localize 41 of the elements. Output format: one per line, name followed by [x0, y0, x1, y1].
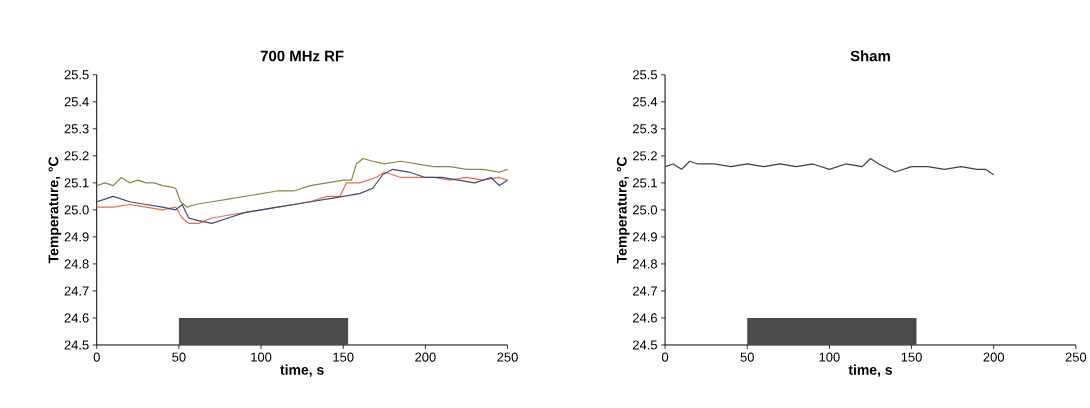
y-tick-label: 25.0	[64, 205, 89, 215]
x-tick-label: 0	[661, 352, 669, 362]
y-tick-label: 24.8	[64, 259, 89, 269]
x-tick-label: 150	[333, 352, 354, 362]
y-tick-label: 25.2	[64, 151, 89, 161]
y-axis-title: Temperature, °C	[48, 156, 62, 264]
y-tick-label: 24.9	[64, 232, 89, 242]
y-tick-label: 24.9	[632, 232, 657, 242]
x-tick-label: 100	[819, 352, 840, 362]
line-series	[664, 158, 995, 176]
x-tick-label: 100	[251, 352, 272, 362]
y-tick-label: 25.5	[64, 70, 89, 80]
x-tick-label: 250	[1065, 352, 1087, 362]
x-tick-label: 200	[983, 352, 1005, 362]
x-tick-label: 250	[497, 352, 518, 362]
y-tick-label: 25.3	[632, 124, 657, 134]
y-tick-label: 25.2	[632, 151, 657, 161]
x-tick-label: 50	[172, 352, 186, 362]
x-tick-label: 50	[740, 352, 754, 362]
y-tick-label: 24.5	[632, 340, 658, 350]
y-tick-label: 24.8	[632, 259, 657, 269]
y-tick-label: 24.6	[64, 313, 89, 323]
y-tick-label: 25.4	[64, 97, 89, 107]
x-tick-label: 0	[93, 352, 100, 362]
x-tick-label: 200	[415, 352, 436, 362]
y-tick-label: 24.7	[632, 286, 657, 296]
y-tick-label: 25.3	[64, 124, 89, 134]
y-tick-label: 24.6	[632, 313, 657, 323]
chart-title: 700 MHz RF	[260, 50, 344, 62]
y-tick-label: 25.5	[632, 70, 658, 80]
y-tick-label: 25.1	[632, 178, 657, 188]
y-tick-label: 24.5	[64, 340, 89, 350]
y-tick-label: 25.4	[632, 97, 658, 107]
chart-title: Sham	[850, 50, 890, 62]
y-tick-label: 25.0	[632, 205, 658, 215]
y-tick-label: 24.7	[64, 286, 89, 296]
y-tick-label: 25.1	[64, 178, 89, 188]
x-axis-title: time, s	[280, 364, 324, 377]
x-tick-label: 150	[901, 352, 922, 362]
x-axis-title: time, s	[848, 364, 892, 377]
y-axis-title: Temperature, °C	[616, 156, 630, 264]
